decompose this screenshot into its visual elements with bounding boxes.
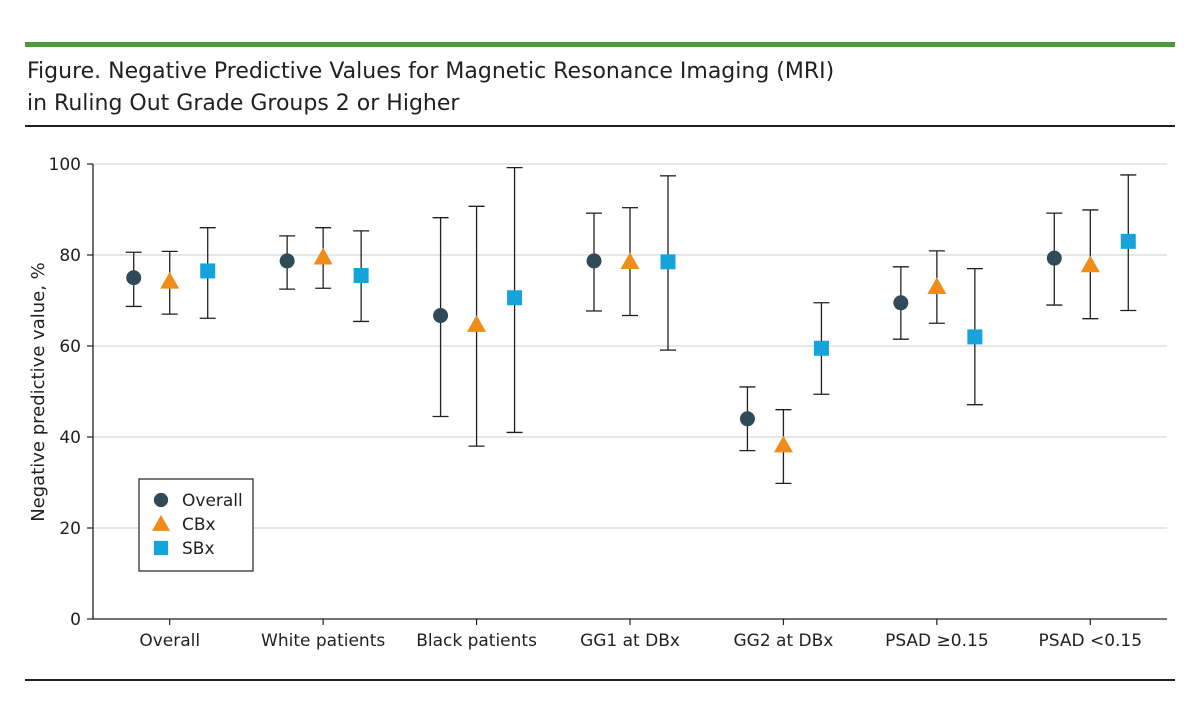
legend-sbx-label: SBx [182,539,215,559]
legend-cbx-label: CBx [182,515,216,535]
legend-overall-marker [153,492,169,508]
legend: Overall CBx SBx [138,478,254,572]
legend-sbx-marker [153,540,169,556]
cbx-point [467,315,487,332]
cbx-point [160,271,180,289]
x-tick-label: PSAD <0.15 [1038,631,1142,651]
cbx-point [313,247,333,265]
cbx-point [1080,255,1100,273]
figure-title: Figure. Negative Predictive Values for M… [27,56,1127,120]
legend-overall-label: Overall [182,491,243,511]
title-bottom-rule [25,125,1175,127]
y-tick-label: 80 [59,246,81,266]
overall-point [893,295,909,311]
overall-point [1046,250,1062,266]
x-axis-ticks: Overall White patients Black patients GG1 a… [139,619,1142,651]
sbx-point [813,340,829,356]
y-tick-label: 60 [59,337,81,357]
overall-point [126,270,142,286]
sbx-point [660,254,676,270]
overall-point [433,308,449,324]
sbx-point [200,263,216,279]
legend-cbx-marker [151,514,171,531]
cbx-point [620,252,640,270]
x-tick-label: GG2 at DBx [733,631,833,651]
cbx-point [773,435,793,453]
title-accent-rule [25,42,1175,47]
figure-bottom-rule [25,679,1175,681]
y-axis-label: Negative predictive value, % [28,262,49,522]
cbx-point [927,277,947,295]
sbx-point [353,267,369,283]
y-tick-label: 40 [59,428,81,448]
y-tick-label: 100 [49,155,81,175]
x-tick-label: White patients [261,631,385,651]
y-tick-label: 20 [59,519,81,539]
overall-point [586,253,602,269]
figure-title-line-1: Figure. Negative Predictive Values for M… [27,59,835,84]
sbx-point [507,290,523,306]
y-tick-label: 0 [70,610,81,630]
sbx-point [1120,233,1136,249]
y-axis-ticks: 0 20 40 60 80 100 [49,155,93,630]
x-tick-label: PSAD ≥0.15 [885,631,989,651]
x-tick-label: GG1 at DBx [580,631,680,651]
sbx-point [967,329,983,345]
x-tick-label: Overall [139,631,200,651]
overall-point [279,253,295,269]
data-marks [125,166,1137,485]
x-tick-label: Black patients [416,631,537,651]
figure-title-line-2: in Ruling Out Grade Groups 2 or Higher [27,91,460,116]
overall-point [739,411,755,427]
